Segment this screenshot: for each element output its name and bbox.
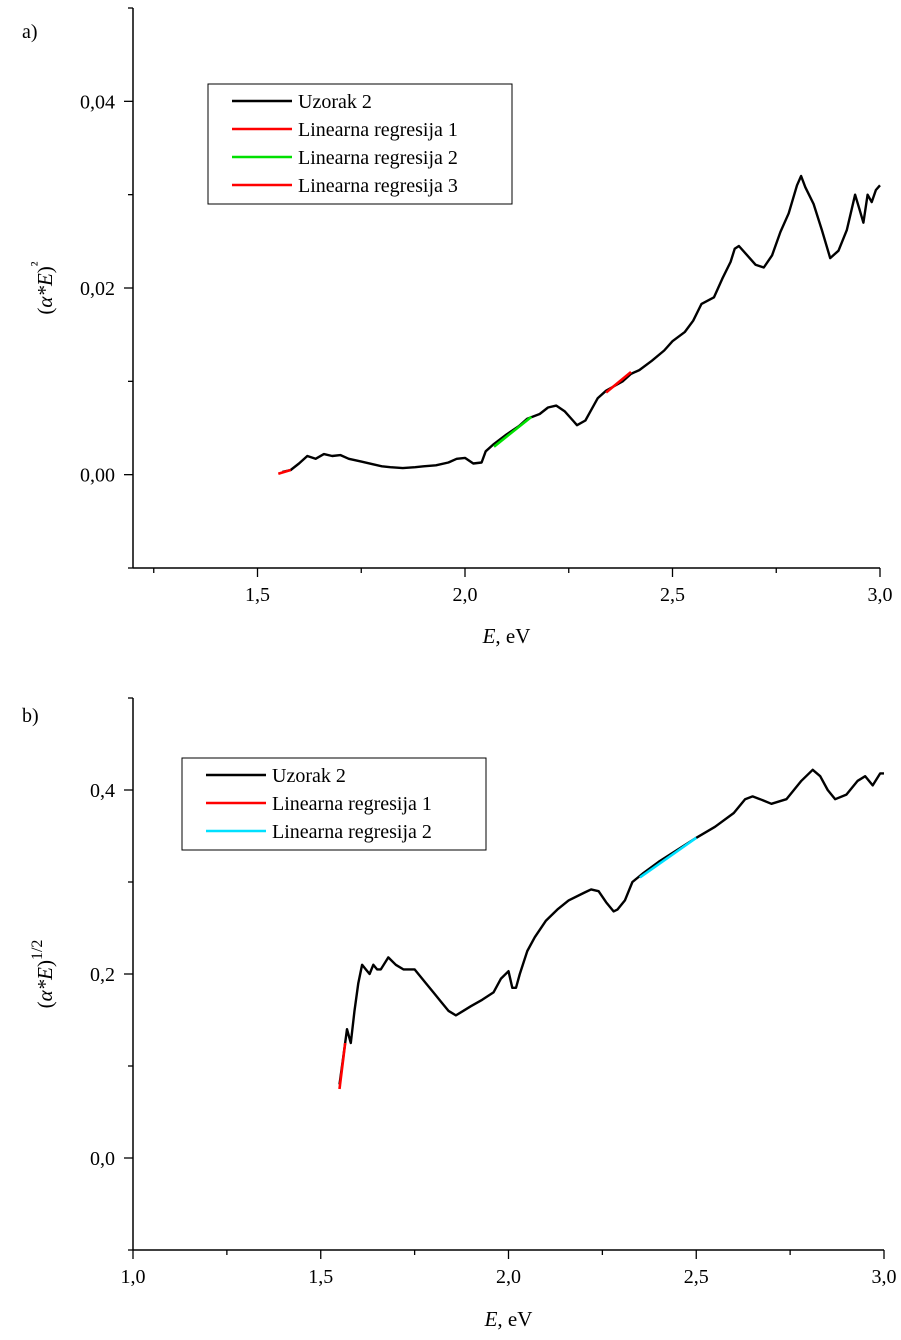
legend-entry: Linearna regresija 2 (298, 147, 458, 169)
x-tick-label: 1,5 (245, 584, 270, 606)
x-tick-label: 2,5 (660, 584, 685, 606)
x-tick-label: 1,0 (121, 1266, 146, 1288)
y-axis-title: (α*E)1/2 (29, 940, 57, 1009)
y-tick-label: 0,02 (80, 278, 115, 300)
legend-entry: Linearna regresija 3 (298, 175, 458, 197)
y-tick-label: 0,2 (90, 964, 115, 986)
legend-entry: Uzorak 2 (272, 765, 346, 787)
legend-entry: Linearna regresija 1 (272, 793, 432, 815)
data-line-uzorak (338, 768, 884, 1085)
panel-label: a) (22, 21, 38, 43)
y-tick-label: 0,0 (90, 1148, 115, 1170)
legend-entry: Uzorak 2 (298, 91, 372, 113)
legend-entry: Linearna regresija 1 (298, 119, 458, 141)
x-axis-title: E, eV (482, 624, 531, 648)
regression-line-1 (277, 468, 292, 475)
x-axis-title: E, eV (484, 1307, 533, 1331)
y-tick-label: 0,00 (80, 465, 115, 487)
data-line-uzorak (282, 174, 881, 474)
regression-line-2 (493, 415, 533, 448)
panel-label: b) (22, 705, 39, 727)
y-tick-label: 0,4 (90, 780, 115, 802)
chart-panel-b: b) 1,0 1,5 2,0 2,5 3,0 0,0 0,2 0,4 E, eV (α*E)1/2 U… (22, 697, 897, 1331)
y-axis-title: (α*E)² (29, 261, 57, 314)
regression-line-1 (338, 1042, 347, 1090)
x-tick-label: 3,0 (868, 584, 893, 606)
regression-line-3 (605, 370, 632, 394)
x-tick-label: 2,0 (496, 1266, 521, 1288)
chart-panel-a: a) 1,5 2,0 2,5 3,0 0,00 0,02 0,04 E, eV (α*E)² Uzo… (22, 7, 893, 648)
legend-entry: Linearna regresija 2 (272, 821, 432, 843)
x-tick-label: 2,5 (684, 1266, 709, 1288)
regression-line-2 (639, 836, 698, 879)
x-tick-label: 3,0 (872, 1266, 897, 1288)
x-tick-label: 2,0 (453, 584, 478, 606)
y-tick-label: 0,04 (80, 91, 115, 113)
x-tick-label: 1,5 (308, 1266, 333, 1288)
